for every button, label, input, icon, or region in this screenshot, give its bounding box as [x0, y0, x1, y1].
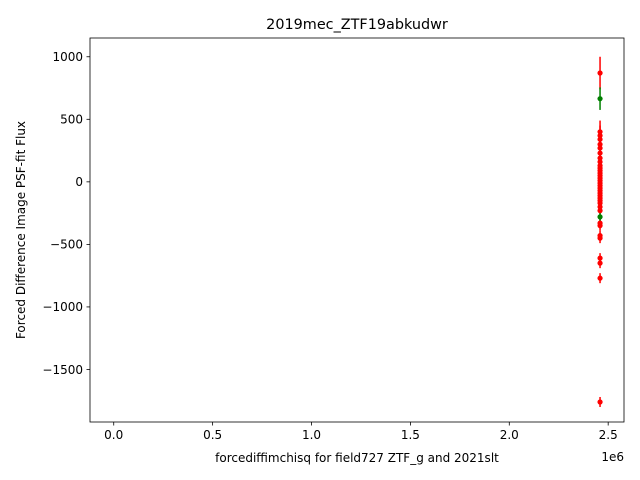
axes-frame	[89, 37, 625, 423]
data-point	[597, 204, 603, 210]
x-tick-label: 1.5	[401, 428, 420, 442]
y-tick-label: −500	[50, 238, 83, 252]
data-point	[597, 260, 603, 266]
data-point	[597, 96, 603, 102]
data-point	[597, 200, 603, 206]
chart-title: 2019mec_ZTF19abkudwr	[266, 17, 448, 33]
x-tick-label: 0.5	[203, 428, 222, 442]
data-point	[597, 70, 603, 76]
x-axis-label: forcediffimchisq for field727 ZTF_g and …	[215, 451, 499, 465]
data-point	[597, 235, 603, 241]
y-tick-label: 1000	[52, 50, 83, 64]
plot-area: 0.0 0.5 1.0 1.5 2.0 2.5 −1500 −1000 −500 0 500 1000	[42, 37, 625, 442]
data-point	[597, 208, 603, 214]
data-point	[597, 275, 603, 281]
data-point	[597, 223, 603, 229]
x-tick-label: 0.0	[104, 428, 123, 442]
y-tick-label: 500	[60, 113, 83, 127]
data-point	[597, 399, 603, 405]
y-tick-label: 0	[75, 175, 83, 189]
x-tick-label: 2.0	[500, 428, 519, 442]
x-tick-label: 1.0	[302, 428, 321, 442]
y-axis-label: Forced Difference Image PSF-fit Flux	[14, 121, 28, 339]
x-tick-label: 2.5	[599, 428, 618, 442]
y-tick-label: −1500	[42, 363, 83, 377]
y-tick-label: −1000	[42, 300, 83, 314]
data-point	[597, 214, 603, 220]
x-axis-offset-label: 1e6	[601, 450, 624, 464]
